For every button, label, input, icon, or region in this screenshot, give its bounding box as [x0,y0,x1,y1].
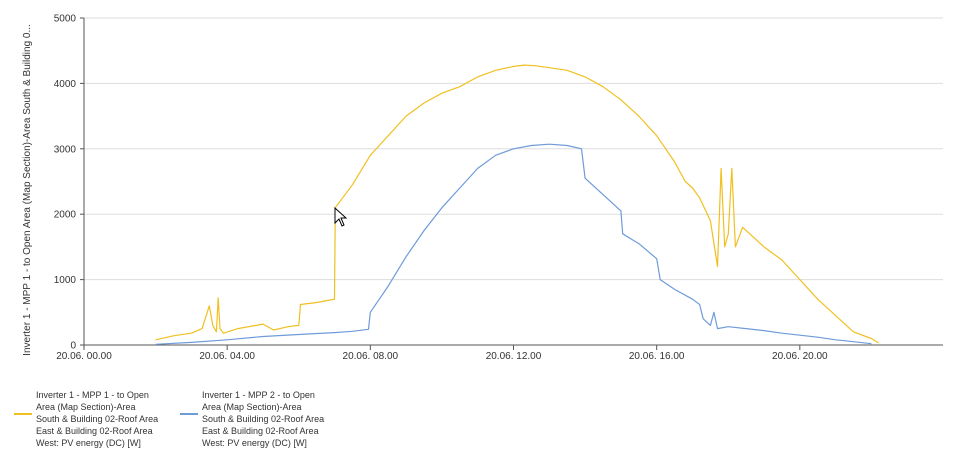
x-tick-label: 20.06. 08.00 [343,351,399,362]
legend-swatch-mpp2 [180,413,198,415]
series-lines [155,64,879,345]
y-tick-label: 5000 [54,14,77,25]
y-tick-label: 2000 [54,210,77,221]
x-tick-label: 20.06. 16.00 [629,351,685,362]
series-line-mpp2 [155,143,872,345]
legend-label-mpp2: Inverter 1 - MPP 2 - to Open Area (Map S… [202,390,325,448]
x-ticks: 20.06. 00.00 20.06. 04.00 20.06. 08.00 20.0… [56,345,828,362]
y-tick-label: 4000 [54,79,77,90]
x-tick-label: 20.06. 04.00 [199,351,255,362]
legend-item-mpp1[interactable]: Inverter 1 - MPP 1 - to Open Area (Map S… [14,389,174,449]
mouse-cursor-icon [334,207,348,227]
y-axis-title: Inverter 1 - MPP 1 - to Open Area (Map S… [22,24,33,356]
series-line-mpp1 [155,64,879,344]
x-tick-label: 20.06. 20.00 [772,351,828,362]
legend-item-mpp2[interactable]: Inverter 1 - MPP 2 - to Open Area (Map S… [180,389,340,449]
y-tick-label: 0 [70,341,76,352]
legend: Inverter 1 - MPP 1 - to Open Area (Map S… [14,389,340,449]
legend-swatch-mpp1 [14,413,32,415]
legend-label-mpp1: Inverter 1 - MPP 1 - to Open Area (Map S… [36,390,159,448]
y-ticks: 0 1000 2000 3000 4000 5000 [54,14,84,352]
y-tick-label: 1000 [54,275,77,286]
y-tick-label: 3000 [54,144,77,155]
x-tick-label: 20.06. 12.00 [486,351,542,362]
x-tick-label: 20.06. 00.00 [56,351,112,362]
